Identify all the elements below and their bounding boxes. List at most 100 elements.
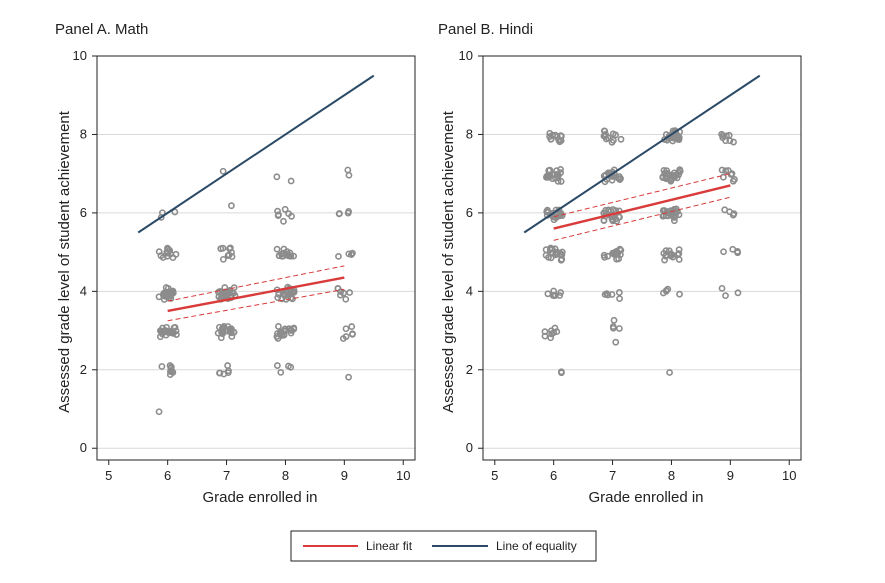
data-point <box>345 373 352 381</box>
data-point <box>277 369 285 376</box>
data-point <box>547 254 555 262</box>
panel-b: Panel B. Hindi 5 6 7 8 9 10 0 2 4 6 8 10 Grade enr… <box>438 21 802 506</box>
data-point <box>662 287 670 295</box>
data-point <box>615 289 623 296</box>
data-point <box>722 167 730 175</box>
data-point <box>734 289 742 297</box>
data-point <box>274 335 282 342</box>
data-point <box>722 292 729 300</box>
data-point <box>659 173 667 181</box>
data-point <box>275 211 282 219</box>
data-point <box>217 334 225 342</box>
data-point <box>342 295 350 303</box>
panel-b-equality-line <box>523 74 761 234</box>
data-point <box>219 255 227 263</box>
data-point <box>547 334 555 342</box>
data-point <box>226 245 233 253</box>
data-point <box>553 248 561 256</box>
data-point <box>334 285 342 292</box>
legend-equality-label: Line of equality <box>496 539 577 553</box>
panel-a-equality-line <box>137 74 375 234</box>
data-point <box>617 135 625 143</box>
data-point <box>173 331 180 338</box>
data-point <box>273 245 281 253</box>
panel-b-fit-ci-lower <box>553 196 731 241</box>
data-point <box>675 134 682 142</box>
data-point <box>157 252 165 260</box>
data-point <box>608 291 616 298</box>
data-point <box>287 177 295 185</box>
data-point <box>722 137 730 145</box>
y-tick-label: 0 <box>466 440 473 455</box>
data-point <box>553 171 561 178</box>
y-tick-label: 6 <box>80 205 87 220</box>
data-point <box>720 248 727 256</box>
data-point <box>676 290 683 298</box>
x-tick-label: 7 <box>223 468 230 483</box>
data-point <box>557 137 565 145</box>
data-point <box>547 135 555 143</box>
data-point <box>729 211 737 219</box>
legend: Linear fit Line of equality <box>290 530 597 562</box>
data-point <box>162 284 170 291</box>
data-point <box>661 136 668 143</box>
data-point <box>610 316 618 324</box>
panel-b-x-ticks: 5 6 7 8 9 10 <box>491 460 796 483</box>
panel-b-y-ticks: 0 2 4 6 8 10 <box>459 48 483 455</box>
data-point <box>551 131 559 139</box>
data-point <box>164 249 172 257</box>
panel-b-y-label: Assessed grade level of student achievem… <box>440 110 457 413</box>
data-point <box>342 325 350 333</box>
data-point <box>285 210 293 218</box>
data-point <box>281 205 289 213</box>
y-tick-label: 10 <box>73 48 87 63</box>
data-point <box>275 323 282 330</box>
data-point <box>219 244 227 252</box>
data-point <box>546 246 554 253</box>
data-point <box>609 323 617 330</box>
data-point <box>545 253 552 261</box>
panel-b-title: Panel B. Hindi <box>438 21 533 38</box>
data-point <box>349 330 356 338</box>
data-point <box>345 171 353 179</box>
data-point <box>720 173 727 181</box>
data-point <box>345 208 352 215</box>
y-tick-label: 2 <box>466 362 473 377</box>
y-tick-label: 4 <box>80 283 87 298</box>
panel-a-x-ticks: 5 6 7 8 9 10 <box>105 460 410 483</box>
data-point <box>675 256 683 263</box>
data-point <box>543 208 551 215</box>
data-point <box>158 363 166 370</box>
x-tick-label: 8 <box>668 468 675 483</box>
data-point <box>557 289 565 296</box>
data-point <box>727 171 735 178</box>
data-point <box>220 327 227 335</box>
legend-linear-fit-label: Linear fit <box>366 539 413 553</box>
panel-a-fit-line <box>167 276 345 313</box>
data-point <box>612 338 620 346</box>
x-tick-label: 10 <box>396 468 410 483</box>
data-point <box>543 172 551 180</box>
panel-a-title: Panel A. Math <box>55 21 148 38</box>
data-point <box>660 166 668 174</box>
data-point <box>661 256 668 264</box>
data-point <box>219 167 227 175</box>
x-tick-label: 5 <box>105 468 112 483</box>
data-point <box>348 323 356 330</box>
x-tick-label: 6 <box>550 468 557 483</box>
data-point <box>726 137 734 145</box>
x-tick-label: 6 <box>164 468 171 483</box>
data-point <box>285 362 292 370</box>
data-point <box>553 328 561 336</box>
data-point <box>549 292 557 299</box>
data-point <box>161 292 169 300</box>
data-point <box>156 333 164 341</box>
data-point <box>616 295 623 303</box>
x-tick-label: 9 <box>341 468 348 483</box>
data-point <box>344 166 352 174</box>
data-point <box>608 138 616 146</box>
data-point <box>557 165 564 173</box>
data-point <box>675 250 683 258</box>
data-point <box>163 252 171 260</box>
data-point <box>290 252 298 260</box>
